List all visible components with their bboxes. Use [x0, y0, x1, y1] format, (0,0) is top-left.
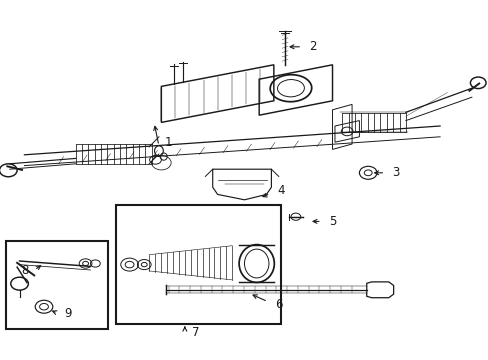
Bar: [6, 241, 107, 329]
Text: 6: 6: [274, 298, 282, 311]
Text: 7: 7: [191, 327, 199, 339]
Text: 2: 2: [308, 40, 316, 53]
Text: 1: 1: [164, 136, 172, 149]
Text: 3: 3: [391, 166, 399, 179]
Bar: [116, 205, 281, 324]
Text: 9: 9: [64, 307, 72, 320]
Text: 4: 4: [277, 184, 285, 197]
Text: 5: 5: [328, 215, 336, 228]
Text: 8: 8: [20, 264, 28, 276]
